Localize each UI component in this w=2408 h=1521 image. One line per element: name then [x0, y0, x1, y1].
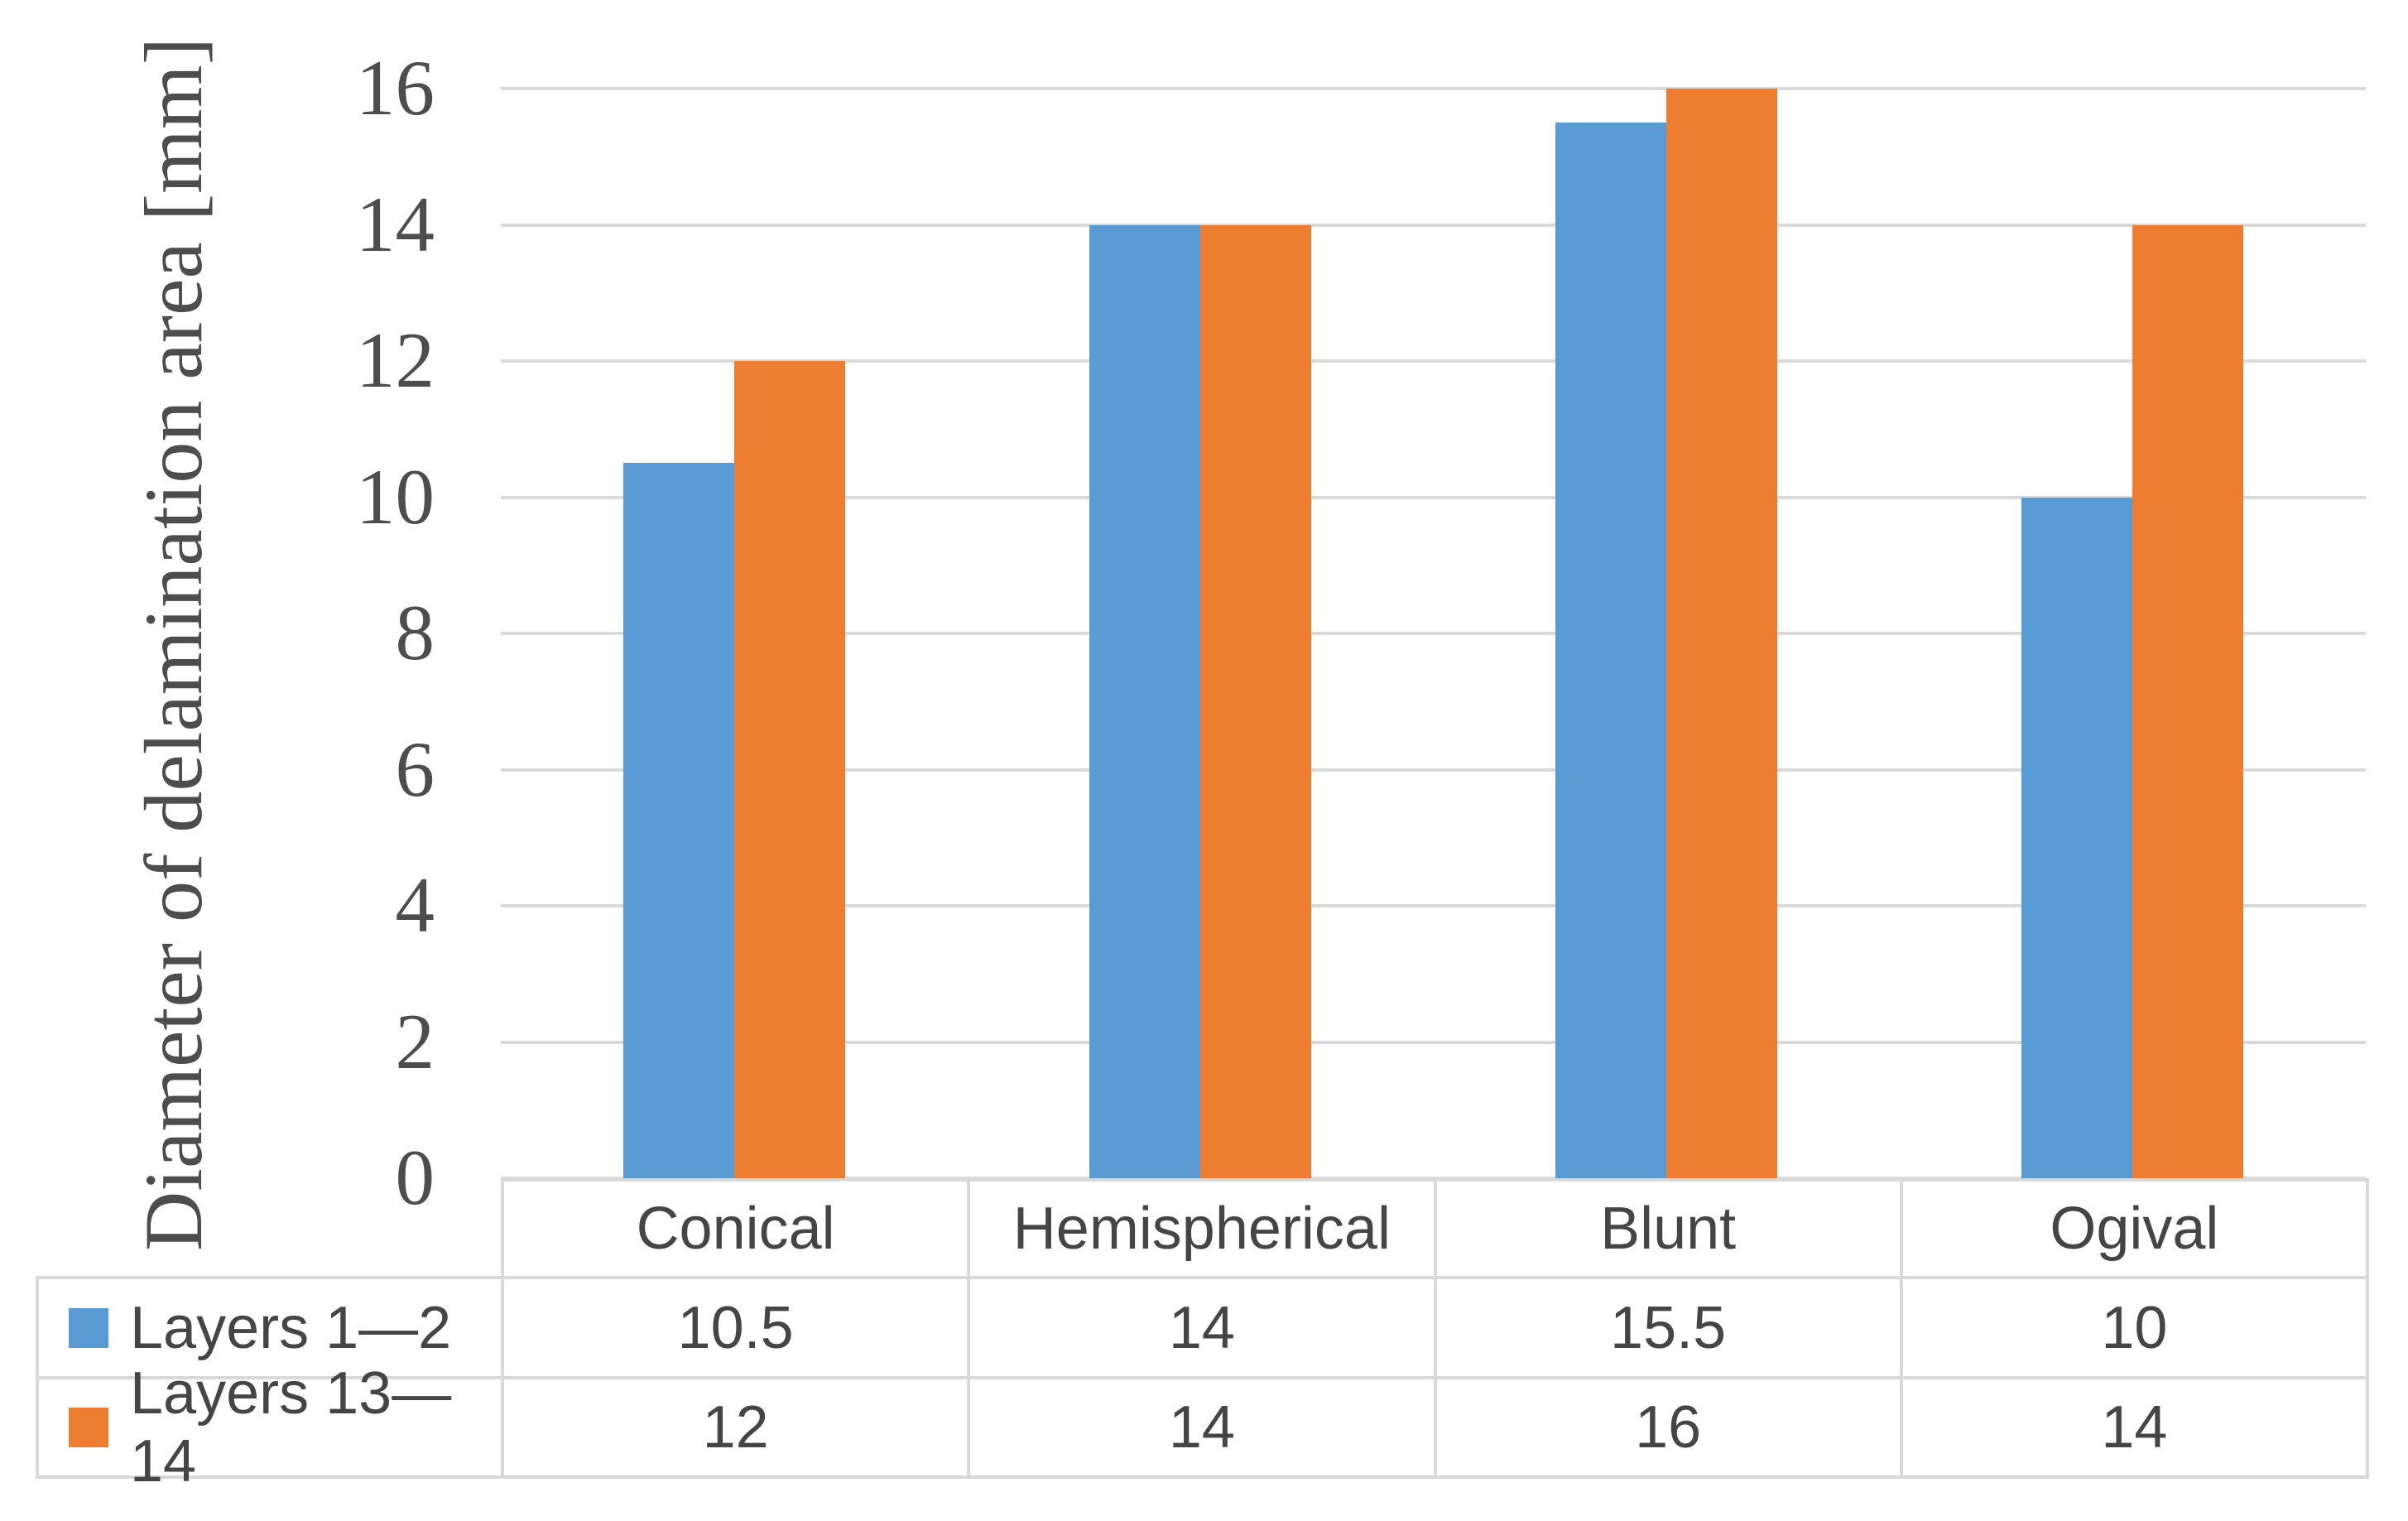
y-tick-label-2: 2	[395, 997, 435, 1085]
legend-cell-layers-13-14: Layers 13—14	[36, 1360, 504, 1495]
gridline-10	[501, 495, 2366, 499]
y-tick-label-6: 6	[395, 724, 435, 813]
bar-layers-13-14-ogival	[2132, 224, 2244, 1178]
legend-swatch-layers-13-14	[69, 1408, 108, 1447]
bar-layers-13-14-hemispherical	[1199, 224, 1311, 1178]
bar-layers-1-2-hemispherical	[1089, 224, 1200, 1178]
gridline-16	[501, 87, 2366, 90]
bar-layers-1-2-blunt	[1555, 123, 1667, 1178]
column-header-ogival: Ogival	[1899, 1178, 2369, 1279]
y-tick-label-16: 16	[356, 44, 435, 132]
y-tick-label-4: 4	[395, 861, 435, 949]
y-tick-label-0: 0	[395, 1134, 435, 1221]
value-cell-layers-13-14-blunt: 16	[1433, 1376, 1903, 1479]
y-tick-label-8: 8	[395, 589, 435, 676]
value-cell-layers-13-14-conical: 12	[501, 1376, 971, 1479]
bar-layers-13-14-conical	[733, 361, 845, 1178]
bar-layers-13-14-blunt	[1666, 89, 1778, 1178]
y-tick-label-10: 10	[356, 452, 435, 541]
value-cell-layers-1-2-blunt: 15.5	[1433, 1276, 1903, 1379]
legend-label-layers-1-2: Layers 1—2	[130, 1294, 452, 1361]
gridline-8	[501, 632, 2366, 635]
y-tick-label-14: 14	[356, 180, 435, 268]
column-header-conical: Conical	[501, 1178, 971, 1279]
value-cell-layers-1-2-hemispherical: 14	[967, 1276, 1437, 1379]
y-tick-label-12: 12	[356, 316, 435, 404]
value-cell-layers-13-14-ogival: 14	[1899, 1376, 2369, 1479]
legend-swatch-layers-1-2	[69, 1307, 108, 1348]
legend-label-layers-13-14: Layers 13—14	[130, 1360, 452, 1495]
value-cell-layers-1-2-conical: 10.5	[501, 1276, 971, 1379]
gridline-4	[501, 904, 2366, 907]
column-header-hemispherical: Hemispherical	[967, 1178, 1437, 1279]
gridline-6	[501, 768, 2366, 772]
column-header-blunt: Blunt	[1433, 1178, 1903, 1279]
value-cell-layers-1-2-ogival: 10	[1899, 1276, 2369, 1379]
value-cell-layers-13-14-hemispherical: 14	[967, 1376, 1437, 1479]
gridline-12	[501, 359, 2366, 363]
legend-cell-layers-1-2: Layers 1—2	[36, 1276, 504, 1379]
gridline-2	[501, 1040, 2366, 1044]
bar-layers-1-2-ogival	[2021, 497, 2133, 1178]
gridline-14	[501, 223, 2366, 227]
bar-layers-1-2-conical	[622, 463, 734, 1178]
